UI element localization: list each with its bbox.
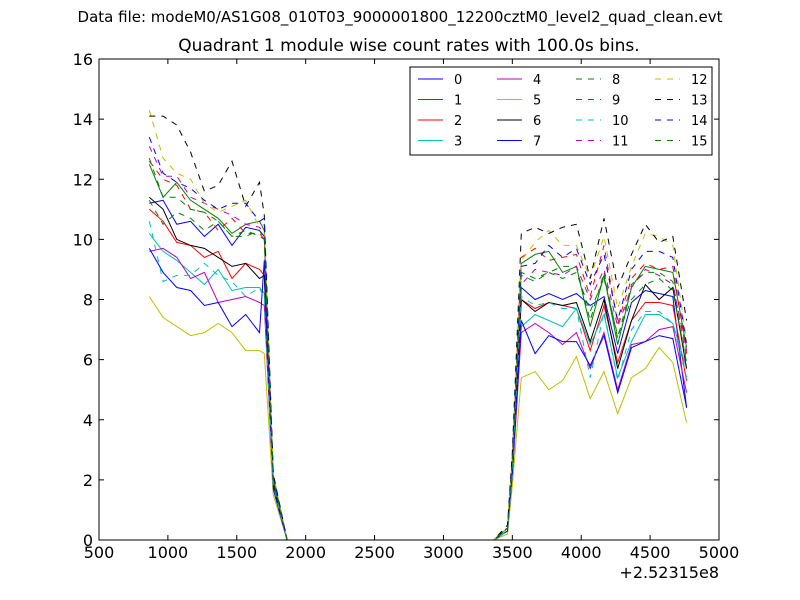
series-line-14 xyxy=(148,137,688,541)
series-line-3 xyxy=(148,233,688,541)
x-tick-label: 3000 xyxy=(423,543,464,562)
legend-label-12: 12 xyxy=(691,73,708,88)
legend-label-10: 10 xyxy=(612,114,629,129)
legend-label-3: 3 xyxy=(454,135,462,150)
y-tick-label: 12 xyxy=(73,170,93,189)
x-tick-label: 2000 xyxy=(285,543,326,562)
x-axis-offset-label: +2.52315e8 xyxy=(619,563,719,582)
x-tick-label: 2500 xyxy=(354,543,395,562)
y-tick-label: 16 xyxy=(73,50,93,69)
x-tick-label: 1500 xyxy=(216,543,257,562)
series-line-6 xyxy=(148,196,688,541)
y-tick-label: 8 xyxy=(83,291,93,310)
legend-label-1: 1 xyxy=(454,94,462,109)
series-line-0 xyxy=(149,199,688,541)
x-tick-label: 5000 xyxy=(699,543,740,562)
series-line-7 xyxy=(148,248,688,541)
x-tick-label: 1000 xyxy=(148,543,189,562)
series-line-2 xyxy=(148,208,688,541)
legend-label-14: 14 xyxy=(691,114,708,129)
series-line-13 xyxy=(149,115,688,541)
figure-suptitle: Data file: modeM0/AS1G08_010T03_90000018… xyxy=(77,8,723,26)
x-tick-label: 4000 xyxy=(561,543,602,562)
legend-frame xyxy=(409,66,713,156)
series-line-8 xyxy=(148,200,688,541)
legend-label-9: 9 xyxy=(612,94,620,109)
legend-label-5: 5 xyxy=(533,94,541,109)
series-line-9 xyxy=(148,160,688,541)
legend-label-15: 15 xyxy=(691,135,708,150)
y-tick-label: 14 xyxy=(73,110,93,129)
ticks-layer: 500 1000 1500 2000 2500 3000 3500 4000 4500 5000 0… xyxy=(73,50,740,562)
y-tick-label: 4 xyxy=(83,411,93,430)
x-tick-label: 3500 xyxy=(492,543,533,562)
legend-label-0: 0 xyxy=(454,73,462,88)
y-tick-label: 0 xyxy=(83,531,93,550)
series-line-15 xyxy=(148,158,688,541)
legend-label-6: 6 xyxy=(533,114,541,129)
series-line-12 xyxy=(148,109,688,541)
x-tick-label: 4500 xyxy=(630,543,671,562)
series-layer xyxy=(148,109,688,541)
legend-label-8: 8 xyxy=(612,73,620,88)
chart-title: Quadrant 1 module wise count rates with … xyxy=(178,36,640,56)
series-line-4 xyxy=(149,247,688,541)
y-tick-label: 2 xyxy=(83,471,93,490)
legend-label-2: 2 xyxy=(454,114,462,129)
legend-label-7: 7 xyxy=(533,135,541,150)
legend-label-11: 11 xyxy=(612,135,629,150)
series-line-5 xyxy=(148,296,688,541)
series-line-10 xyxy=(148,221,688,541)
legend-label-13: 13 xyxy=(691,94,708,109)
y-tick-label: 10 xyxy=(73,230,93,249)
y-tick-label: 6 xyxy=(83,351,93,370)
series-line-1 xyxy=(148,164,688,541)
legend-label-4: 4 xyxy=(533,73,541,88)
x-tick-label: 500 xyxy=(84,543,115,562)
